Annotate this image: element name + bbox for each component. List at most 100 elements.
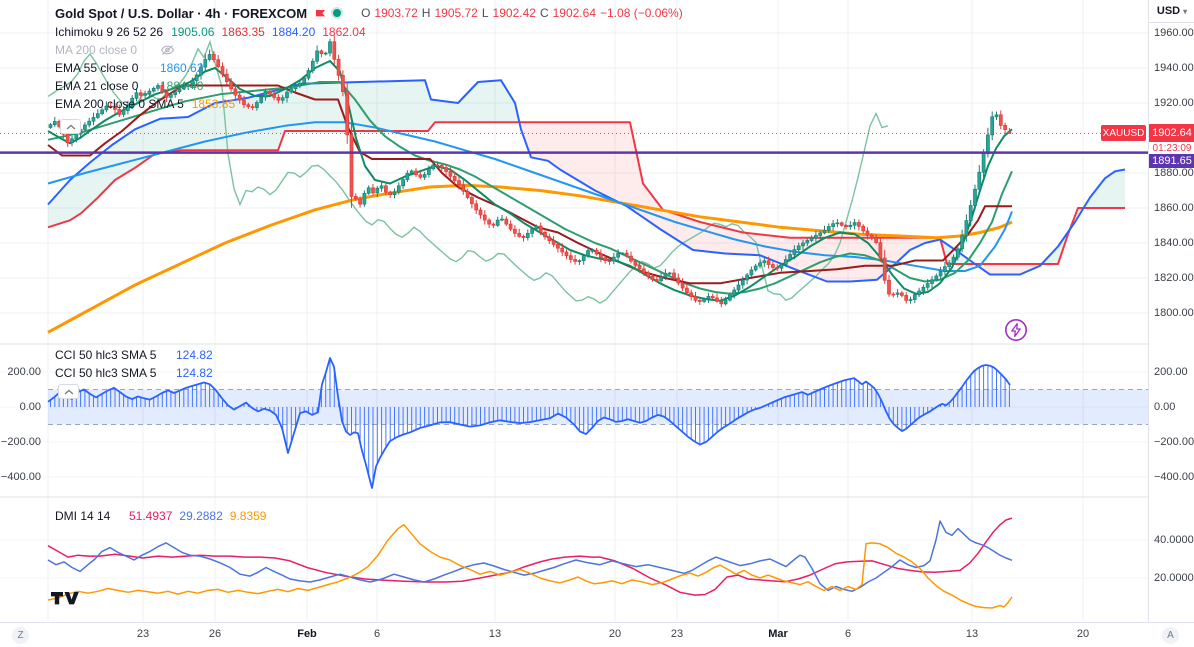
candle-body [990,116,995,136]
timezone-button[interactable]: Z [12,627,29,644]
adjust-button[interactable]: A [1162,627,1179,644]
candle-body [104,105,109,111]
time-tick-label: 13 [488,628,502,640]
candle-body [74,133,79,140]
candle-body [908,299,913,301]
candle-body [212,54,216,61]
candle-body [306,70,311,79]
cci-tick-label: 200.00 [1154,366,1188,378]
candle-body [633,260,638,266]
dmi-tick-label: 40.0000 [1154,534,1194,546]
symbol-price-flag: XAUUSD [1101,125,1146,141]
ema200-sma5-label: EMA 200 close 0 SMA 5 [55,97,184,111]
cci-legend-collapse-button[interactable] [58,384,79,399]
candle-body [366,187,371,194]
candle-body [745,274,749,281]
dmi-adx-value: 51.4937 [129,509,173,523]
candle-body [478,209,483,216]
ema55-value: 1860.62 [160,61,204,75]
candle-body [689,292,694,297]
bar-countdown: 01:23:09 [1149,142,1194,154]
candle-body [762,260,767,264]
candle-body [508,223,513,230]
indicator-row-ema55[interactable]: EMA 55 close 0 1860.62 [55,59,683,77]
candle-body [603,257,608,261]
indicator-row-ichimoku[interactable]: Ichimoku 9 26 52 26 1905.06 1863.35 1884… [55,23,683,41]
candle-body [91,117,96,122]
tradingview-logo[interactable] [50,590,80,606]
candle-body [659,276,663,282]
candle-body [560,247,565,253]
candle-body [766,260,771,265]
candle-body [371,187,375,194]
indicator-row-ema21[interactable]: EMA 21 close 0 1884.40 [55,77,683,95]
candle-body [568,255,573,260]
candle-body [586,250,590,256]
candle-body [710,296,715,299]
main-legend-collapse-button[interactable] [60,119,81,134]
candle-body [891,293,896,296]
candle-body [229,81,233,90]
time-tick-label: 20 [608,628,622,640]
symbol-header-row[interactable]: Gold Spot / U.S. Dollar · 4h · FOREXCOM … [55,3,683,23]
cci2-label: CCI 50 hlc3 SMA 5 [55,366,157,380]
cci1-label: CCI 50 hlc3 SMA 5 [55,348,157,362]
candle-body [186,84,190,87]
candle-body [874,237,878,243]
price-tick-label: 1880.00 [1154,167,1194,179]
dmi-di-minus-line [47,524,1013,609]
price-tick-label: 1840.00 [1154,237,1194,249]
indicator-row-cci-1[interactable]: CCI 50 hlc3 SMA 5 124.82 [55,346,220,364]
candle-body [439,164,444,168]
price-axis-currency-selector[interactable]: USD ▾ [1149,0,1194,23]
candle-body [723,299,728,305]
candle-body [594,249,599,255]
indicator-row-ma200[interactable]: MA 200 close 0 [55,41,683,59]
candle-body [83,124,87,130]
candle-body [715,297,719,302]
lightning-icon[interactable] [1004,318,1028,342]
candle-body [500,218,504,221]
candle-body [839,222,844,226]
candle-body [134,92,139,99]
candle-body [693,296,698,301]
candle-body [556,244,560,249]
candle-body [147,90,152,95]
market-status-dot[interactable] [333,9,342,17]
candle-body [826,226,831,231]
candle-body [310,60,315,71]
candle-body [113,105,117,110]
candle-body [611,256,616,262]
candle-body [457,180,461,186]
candle-body [650,276,655,280]
candle-body [267,91,272,95]
cci2-value: 124.82 [176,366,213,380]
candle-body [108,105,113,108]
candle-body [169,94,173,98]
cci-left-axis[interactable]: 200.00 0.00 −200.00 −400.00 [0,0,44,622]
candle-body [199,66,203,76]
indicator-row-cci-2[interactable]: CCI 50 hlc3 SMA 5 124.82 [55,364,220,382]
candle-body [758,262,762,267]
candle-body [792,249,797,255]
time-tick-label: 6 [844,628,852,640]
candle-body [676,277,681,284]
ichimoku-conversion-value: 1905.06 [171,25,215,39]
flag-icon[interactable] [315,9,326,18]
candle-body [818,232,823,236]
candle-body [100,109,104,115]
candle-body [87,120,92,126]
candle-body [130,97,135,106]
candle-body [422,174,427,178]
indicator-row-ema200-sma5[interactable]: EMA 200 close 0 SMA 5 1853.85 [55,95,683,113]
eye-off-icon[interactable] [160,44,175,56]
price-axis[interactable]: USD ▾ 1902.64 01:23:09 1891.65 1960.00 19… [1148,0,1194,622]
senkou-a-line [47,79,1126,283]
ichimoku-lead2-value: 1862.04 [322,25,366,39]
candle-body [947,262,952,268]
indicator-row-dmi[interactable]: DMI 14 14 51.4937 29.2882 9.8359 [55,507,273,525]
time-axis[interactable]: Z A 23 26 Feb 6 13 20 23 Mar 6 13 20 [0,622,1194,647]
candle-body [452,176,457,181]
candle-body [981,153,986,173]
